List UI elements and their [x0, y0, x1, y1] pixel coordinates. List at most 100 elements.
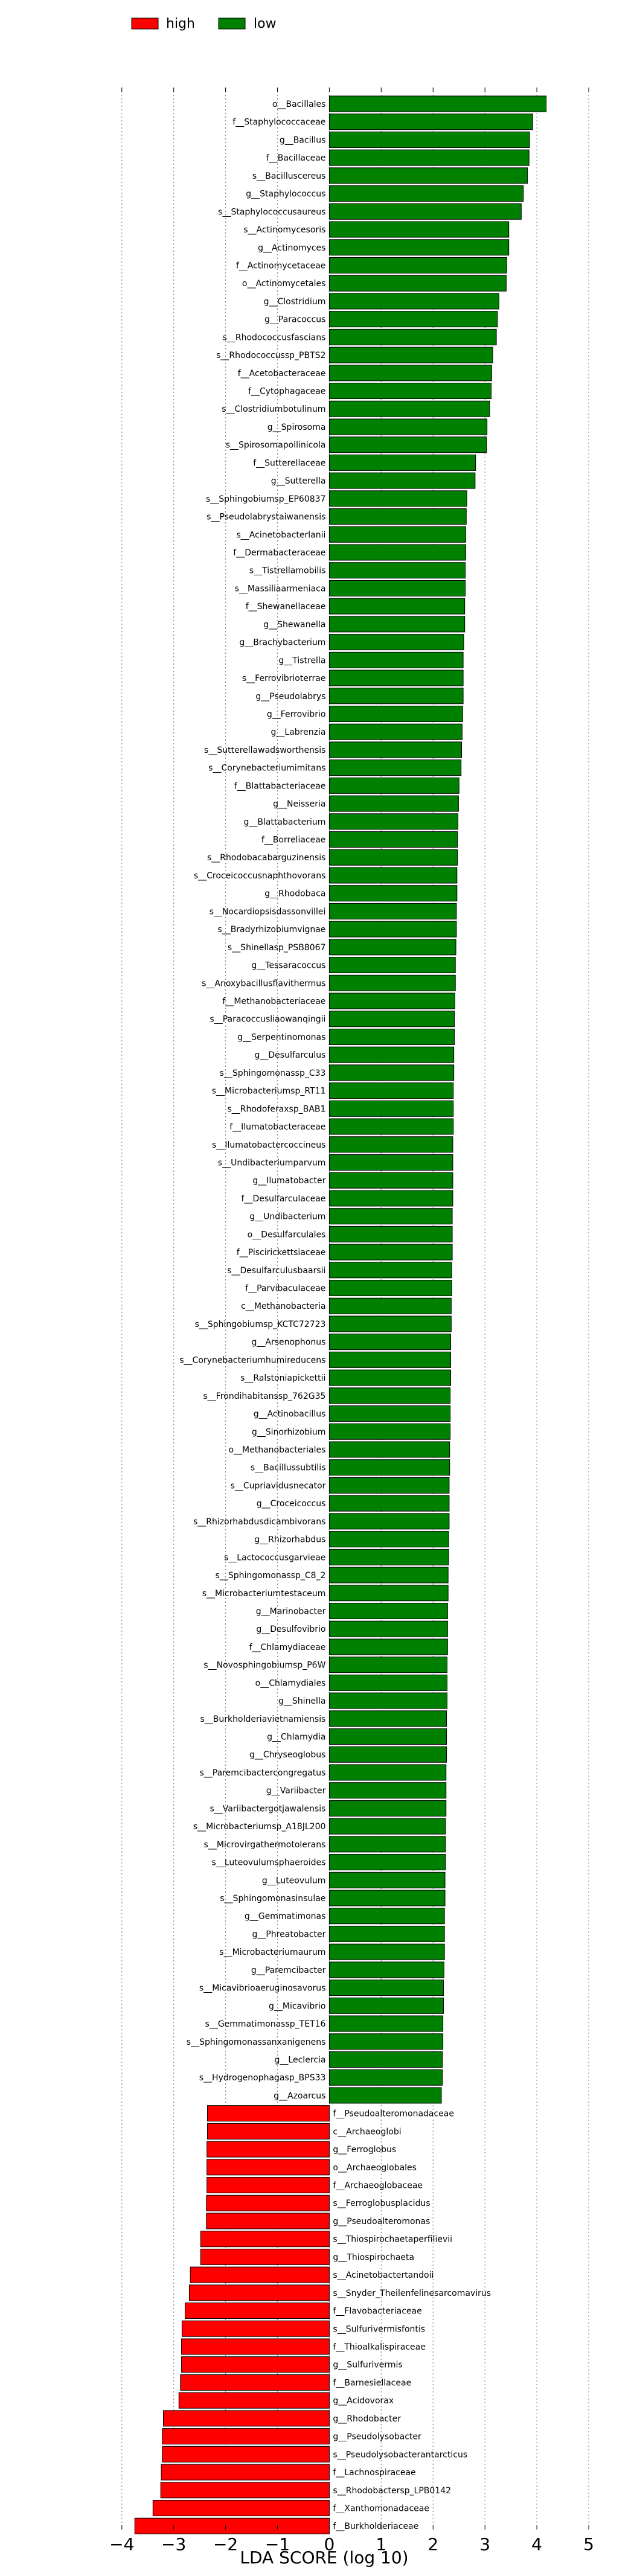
bar-low	[328, 167, 528, 184]
bar-low	[328, 849, 458, 866]
legend-swatch-high	[131, 18, 159, 30]
bar-low	[328, 1118, 454, 1135]
bar-label: s__Acinetobactertandoii	[333, 2271, 434, 2280]
bar-low	[328, 1980, 444, 1996]
bar-label: s__Spirosomapollinicola	[226, 441, 326, 450]
bar-low	[328, 257, 507, 273]
bar-label: g__Rhodobaca	[264, 889, 325, 899]
bar-label: g__Ilumatobacter	[252, 1176, 325, 1186]
bar-low	[328, 1548, 449, 1565]
bar-label: s__Microvirgathermotolerans	[204, 1840, 326, 1850]
bar-label: f__Burkholderiaceae	[333, 2522, 418, 2531]
bar-label: s__Thiospirochaetaperfilievii	[333, 2235, 452, 2245]
bar-low	[328, 1746, 447, 1763]
bar-label: s__Desulfarculusbaarsii	[227, 1266, 325, 1276]
bar-label: s__Rhodoferaxsp_BAB1	[227, 1104, 325, 1114]
bar-label: f__Pseudoalteromonadaceae	[333, 2109, 454, 2119]
bar-label: s__Sphingomonassanxanigenens	[187, 2037, 326, 2047]
bar-low	[328, 813, 458, 830]
bar-low	[328, 1710, 447, 1727]
legend-label-high: high	[166, 16, 195, 31]
bar-low	[328, 1028, 455, 1045]
bar-label: f__Shewanellaceae	[246, 602, 326, 612]
bar-low	[328, 598, 466, 615]
bar-low	[328, 1190, 453, 1207]
bar-label: s__Rhodobacabarguzinensis	[207, 853, 325, 863]
bar-low	[328, 1764, 447, 1781]
bar-label: o__Methanobacteriales	[228, 1445, 325, 1455]
bar-high	[180, 2374, 330, 2391]
bar-label: o__Bacillales	[272, 100, 326, 109]
bar-low	[328, 1387, 451, 1404]
bar-low	[328, 1692, 447, 1709]
bar-low	[328, 275, 507, 292]
bar-low	[328, 1620, 448, 1637]
x-tick-label: 0	[324, 2534, 335, 2554]
x-tick-label: −3	[161, 2534, 186, 2554]
bar-label: s__Clostridiumbotulinum	[222, 404, 325, 414]
bar-label: g__Actinomyces	[258, 243, 325, 253]
bar-label: g__Arsenophonus	[251, 1338, 325, 1347]
bar-label: s__Rhizorhabdusdicambivorans	[193, 1517, 325, 1527]
bar-high	[162, 2446, 330, 2463]
bar-label: s__Shinellasp_PSB8067	[228, 943, 326, 953]
bar-low	[328, 2033, 444, 2050]
bar-label: f__Parvibaculaceae	[245, 1284, 325, 1294]
bar-low	[328, 293, 499, 310]
bar-low	[328, 1602, 448, 1619]
bar-low	[328, 831, 458, 848]
bar-label: g__Neisseria	[273, 799, 325, 809]
bar-low	[328, 383, 492, 400]
bar-label: g__Ferroglobus	[333, 2145, 396, 2155]
x-tick-label: −1	[265, 2534, 290, 2554]
bar-low	[328, 1513, 450, 1530]
bar-label: s__Acinetobacterlanii	[237, 530, 326, 540]
bar-label: s__Corynebacteriumhumireducens	[179, 1355, 325, 1365]
bar-label: c__Methanobacteria	[241, 1302, 325, 1311]
bar-low	[328, 328, 497, 345]
bar-label: g__Rhodobacter	[333, 2414, 401, 2424]
bar-label: s__Snyder_Theilenfelinesarcomavirus	[333, 2289, 491, 2298]
bar-low	[328, 2087, 442, 2104]
bar-label: g__Shewanella	[263, 620, 325, 630]
bar-low	[328, 1351, 451, 1368]
bar-low	[328, 1064, 455, 1081]
bar-label: s__Microbacteriumaurum	[219, 1948, 325, 1957]
bar-label: g__Brachybacterium	[239, 638, 325, 648]
bar-label: f__Borreliaceae	[261, 836, 326, 845]
bar-label: g__Pseudoalteromonas	[333, 2217, 430, 2226]
bar-label: g__Undibacterium	[249, 1212, 325, 1222]
bar-high	[152, 2499, 330, 2516]
bar-low	[328, 113, 533, 130]
bar-high	[200, 2248, 330, 2265]
bar-label: o__Archaeoglobales	[333, 2163, 417, 2173]
bar-label: s__Cupriavidusnecator	[231, 1481, 326, 1491]
bar-label: g__Marinobacter	[256, 1606, 326, 1616]
bar-low	[328, 634, 464, 651]
bar-low	[328, 723, 463, 740]
bar-low	[328, 1638, 448, 1655]
bar-low	[328, 1172, 453, 1189]
bar-low	[328, 1854, 446, 1871]
bar-low	[328, 759, 462, 776]
bar-low	[328, 1728, 447, 1745]
bar-label: f__Desulfarculaceae	[242, 1194, 326, 1204]
bar-low	[328, 508, 467, 525]
bar-low	[328, 1818, 446, 1835]
bar-label: s__Lactococcusgarvieae	[224, 1553, 325, 1562]
bar-high	[190, 2266, 330, 2283]
bar-label: s__Sphingomonassp_C8_2	[216, 1571, 326, 1580]
bar-label: g__Desulfarculus	[255, 1050, 326, 1060]
bar-label: g__Pseudolysobacter	[333, 2432, 421, 2442]
bar-label: f__Dermabacteraceae	[233, 548, 325, 558]
bar-label: s__Sphingobiumsp_EP60837	[206, 494, 325, 504]
bar-label: f__Acetobacteraceae	[238, 369, 326, 379]
bar-high	[207, 2177, 330, 2194]
bar-high	[188, 2284, 330, 2301]
bar-label: f__Blattabacteriaceae	[234, 781, 326, 791]
bar-low	[328, 1154, 453, 1171]
bar-low	[328, 1908, 445, 1925]
bar-label: s__Rhodobactersp_LPB0142	[333, 2486, 451, 2496]
bar-label: g__Rhizorhabdus	[254, 1535, 325, 1545]
x-axis-label: LDA SCORE (log 10)	[240, 2548, 408, 2568]
